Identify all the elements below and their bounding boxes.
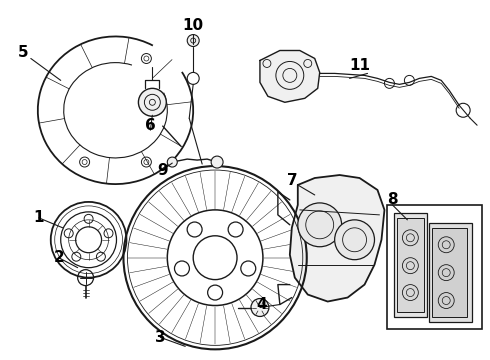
Text: 10: 10 — [183, 18, 204, 33]
Text: 4: 4 — [257, 297, 267, 312]
Polygon shape — [290, 175, 385, 302]
Text: 11: 11 — [349, 58, 370, 73]
Circle shape — [251, 298, 269, 316]
Text: 3: 3 — [155, 330, 166, 345]
Text: 5: 5 — [18, 45, 28, 60]
Bar — [429, 223, 472, 323]
Circle shape — [298, 203, 342, 247]
Polygon shape — [260, 50, 319, 102]
Bar — [394, 213, 427, 318]
Circle shape — [335, 220, 374, 260]
Circle shape — [187, 35, 199, 46]
Text: 8: 8 — [387, 193, 398, 207]
Circle shape — [167, 157, 177, 167]
Bar — [397, 218, 424, 312]
Circle shape — [211, 156, 223, 168]
Text: 2: 2 — [53, 250, 64, 265]
Text: 1: 1 — [33, 210, 44, 225]
Text: 9: 9 — [157, 162, 168, 177]
Text: 6: 6 — [145, 118, 156, 133]
Text: 7: 7 — [287, 172, 297, 188]
Bar — [388, 205, 482, 329]
Circle shape — [138, 88, 166, 116]
Bar — [432, 228, 467, 318]
